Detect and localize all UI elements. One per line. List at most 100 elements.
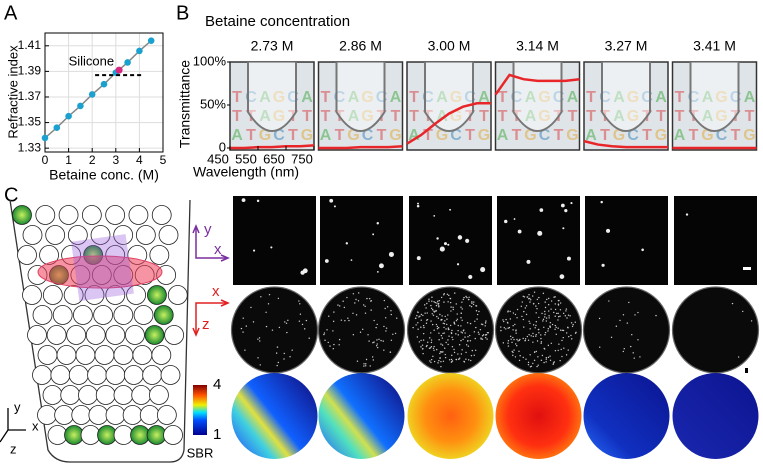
spot <box>568 335 570 338</box>
letter: G <box>361 108 373 125</box>
bead <box>54 405 75 425</box>
spot <box>481 335 484 337</box>
spot <box>632 352 634 354</box>
letter: A <box>702 89 714 106</box>
spot <box>565 308 568 310</box>
axis-icon <box>0 408 26 443</box>
spot <box>425 307 427 309</box>
spot <box>443 323 446 325</box>
letter: G <box>273 89 285 106</box>
spot <box>432 355 434 358</box>
spot <box>256 199 260 203</box>
line <box>44 40 152 139</box>
spot <box>276 364 278 367</box>
spot <box>540 334 542 336</box>
annotation-point <box>115 66 123 74</box>
spot <box>475 326 477 329</box>
sbr-map <box>231 373 318 459</box>
spot <box>440 361 442 363</box>
spot <box>429 360 431 362</box>
letter: T <box>232 108 242 125</box>
spot <box>384 317 387 319</box>
spot <box>525 358 527 360</box>
spot <box>458 344 461 346</box>
spot <box>460 353 463 355</box>
spot <box>500 326 502 328</box>
sbr-map <box>495 373 582 459</box>
spot <box>538 316 540 319</box>
tube <box>601 62 651 132</box>
spot <box>422 324 425 327</box>
spot <box>440 296 443 299</box>
letter: C <box>539 127 551 144</box>
spot <box>461 308 463 310</box>
letter: T <box>288 127 298 144</box>
x-tick-label: 5 <box>160 153 167 167</box>
spot <box>435 309 437 312</box>
spot <box>655 314 657 317</box>
spot <box>452 308 455 311</box>
spot <box>441 344 444 346</box>
spot <box>465 358 467 360</box>
spot <box>525 313 528 316</box>
spot <box>529 354 531 356</box>
spot <box>513 338 515 341</box>
y-tick-label: 1.41 <box>18 38 42 52</box>
bead <box>22 225 43 245</box>
spot <box>554 303 556 305</box>
point <box>147 37 155 44</box>
spot <box>396 317 398 319</box>
spot <box>375 345 378 347</box>
spot <box>371 356 374 358</box>
spot <box>260 296 262 298</box>
spot <box>455 333 457 335</box>
spot <box>364 365 367 367</box>
letter: A <box>320 127 332 144</box>
letter: A <box>655 89 667 106</box>
spot <box>430 320 432 322</box>
spot <box>373 319 375 322</box>
spot <box>623 348 625 350</box>
spot <box>447 301 449 303</box>
y-axis-label: Transmittance <box>177 60 193 148</box>
bead <box>12 205 32 225</box>
letter: T <box>642 127 652 144</box>
spot <box>545 361 547 363</box>
letter: G <box>627 108 639 125</box>
spot <box>443 242 447 246</box>
plot-frame <box>44 32 164 153</box>
spot <box>258 337 261 339</box>
spot <box>438 305 440 307</box>
spot <box>438 339 440 341</box>
spot <box>513 349 515 351</box>
spot <box>485 320 487 322</box>
letter: A <box>348 108 360 125</box>
x-tick-label: 750 <box>291 151 313 166</box>
point <box>53 124 61 131</box>
spot <box>512 354 514 357</box>
spot <box>561 329 564 331</box>
spot <box>570 202 573 205</box>
letter: G <box>450 89 462 106</box>
spot <box>537 328 540 331</box>
spot <box>432 347 435 349</box>
bead <box>94 345 115 365</box>
spot <box>380 339 382 342</box>
spot <box>451 360 454 362</box>
spot <box>460 312 462 314</box>
spot <box>549 355 551 357</box>
xy-image <box>497 196 580 285</box>
spot <box>550 300 553 302</box>
view-box <box>71 234 134 302</box>
spot <box>267 303 270 305</box>
letter: T <box>731 127 741 144</box>
spot <box>420 326 422 328</box>
spot <box>338 344 340 346</box>
spot <box>416 204 420 208</box>
spot <box>507 310 509 312</box>
spot <box>517 229 522 234</box>
photo: TCAGCATTAGTTATGCTG <box>671 61 758 151</box>
spot <box>429 347 432 349</box>
spot <box>557 304 560 306</box>
spot <box>509 318 512 320</box>
